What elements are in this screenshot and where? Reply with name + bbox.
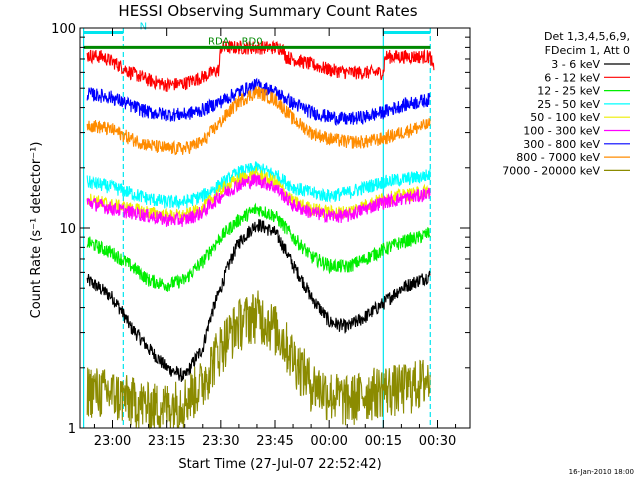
annotation-label-0: N	[140, 21, 147, 32]
x-tick-label: 00:15	[365, 434, 402, 449]
x-axis: 23:00 23:15 23:30 23:45 00:00 00:15 00:30	[94, 28, 456, 449]
series-line-8	[86, 290, 431, 431]
plot-area: N RD0 RDA	[83, 21, 435, 431]
series-line-3	[86, 161, 431, 211]
annotation-label-2: RD0	[242, 36, 263, 47]
legend-entry: 12 - 25 keV	[537, 85, 600, 98]
legend-entry: 25 - 50 keV	[537, 98, 600, 111]
legend-header: Det 1,3,4,5,6,9,	[544, 30, 630, 43]
x-tick-label: 23:45	[256, 434, 293, 449]
y-tick-label: 10	[59, 222, 76, 237]
y-tick-label: 100	[51, 22, 76, 37]
legend-entry: 300 - 800 keV	[523, 138, 600, 151]
legend: Det 1,3,4,5,6,9,FDecim 1, Att 03 - 6 keV…	[502, 30, 630, 177]
x-tick-label: 23:15	[148, 434, 185, 449]
series-line-2	[86, 202, 431, 292]
footer-stamp: 16-Jan-2010 18:00	[569, 468, 634, 476]
legend-entry: 50 - 100 keV	[530, 111, 600, 124]
legend-entry: 800 - 7000 keV	[516, 151, 600, 164]
x-tick-label: 23:30	[202, 434, 239, 449]
legend-entry: 100 - 300 keV	[523, 125, 600, 138]
series-line-6	[86, 77, 431, 127]
x-tick-label: 00:30	[419, 434, 456, 449]
y-axis: 1 10 100	[51, 22, 470, 437]
legend-entry: 7000 - 20000 keV	[502, 164, 600, 177]
legend-header: FDecim 1, Att 0	[545, 44, 630, 57]
annotation-label-3: RDA	[208, 36, 229, 47]
chart-title: HESSI Observing Summary Count Rates	[118, 2, 417, 20]
series-line-5	[86, 172, 431, 227]
x-tick-label: 23:00	[94, 434, 131, 449]
legend-entry: 6 - 12 keV	[544, 71, 600, 84]
x-axis-label: Start Time (27-Jul-07 22:52:42)	[178, 457, 381, 472]
x-tick-label: 00:00	[310, 434, 347, 449]
series-line-0	[86, 219, 431, 382]
y-axis-label: Count Rate (s⁻¹ detector⁻¹)	[29, 142, 44, 319]
y-tick-label: 1	[68, 422, 76, 437]
series-line-7	[86, 86, 431, 156]
legend-entry: 3 - 6 keV	[551, 58, 600, 71]
